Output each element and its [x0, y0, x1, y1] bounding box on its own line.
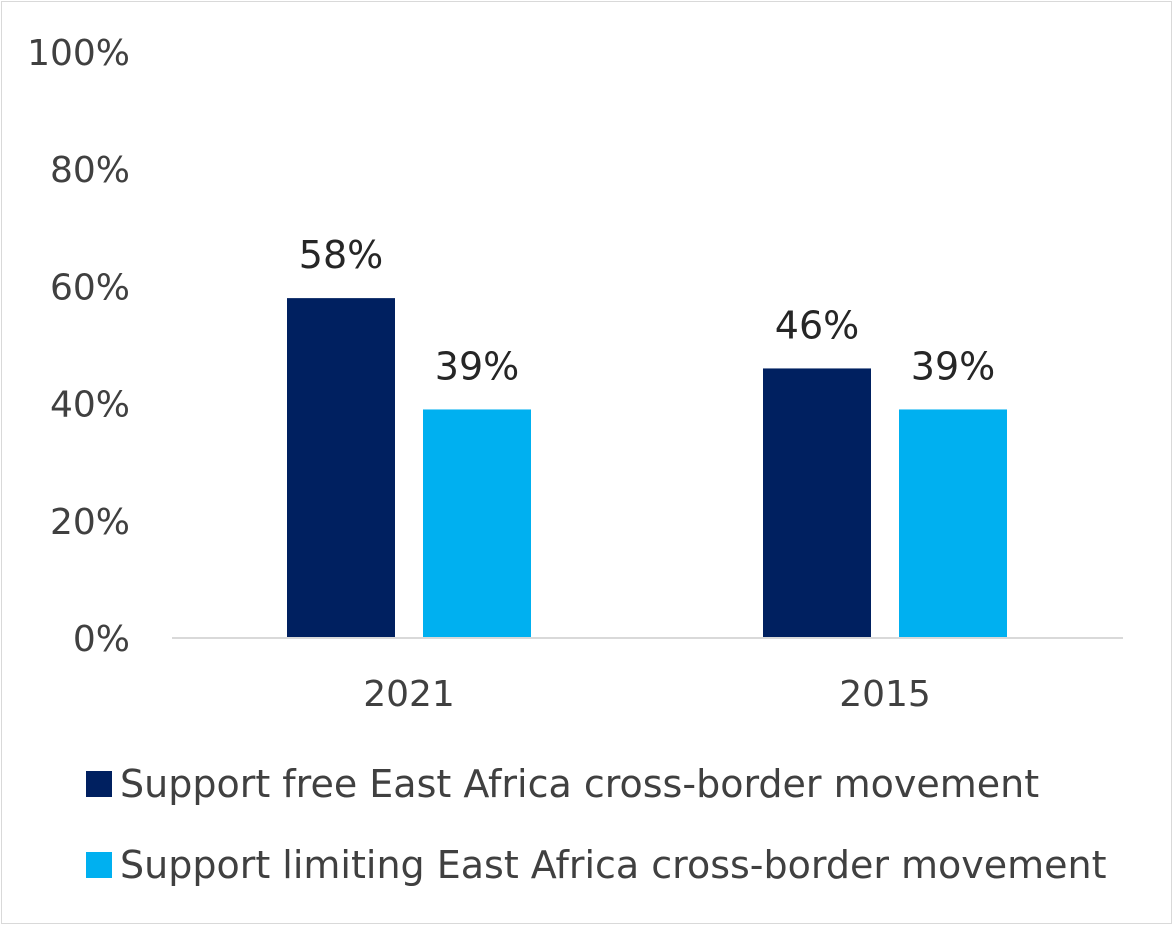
y-tick-label: 40%: [50, 385, 130, 426]
bar-chart: 0% 20% 40% 60% 80% 100% 58% 39% 46% 39% 2021 2015: [27, 33, 1123, 715]
data-label-2021-series-0: 58%: [299, 233, 383, 277]
y-tick-label: 80%: [50, 150, 130, 191]
legend-swatch-limiting: [86, 852, 112, 878]
data-labels: 58% 39% 46% 39%: [299, 233, 995, 388]
y-tick-label: 0%: [73, 619, 130, 660]
legend-label-free: Support free East Africa cross-border mo…: [120, 762, 1040, 806]
legend-item-free: Support free East Africa cross-border mo…: [86, 762, 1039, 806]
y-axis-ticks: 0% 20% 40% 60% 80% 100%: [27, 33, 130, 660]
x-tick-label-2021: 2021: [363, 674, 455, 715]
y-tick-label: 100%: [27, 33, 130, 74]
legend-swatch-free: [86, 771, 112, 797]
bar-2015-series-1: [899, 409, 1007, 638]
legend-label-limiting: Support limiting East Africa cross-borde…: [120, 843, 1107, 887]
x-tick-label-2015: 2015: [839, 674, 931, 715]
bar-2021-series-1: [423, 409, 531, 638]
y-tick-label: 60%: [50, 267, 130, 308]
x-axis-labels: 2021 2015: [363, 674, 931, 715]
bars: [287, 298, 1007, 638]
bar-2021-series-0: [287, 298, 395, 638]
legend-item-limiting: Support limiting East Africa cross-borde…: [86, 843, 1107, 887]
bar-2015-series-0: [763, 368, 871, 638]
data-label-2021-series-1: 39%: [435, 344, 519, 388]
y-tick-label: 20%: [50, 502, 130, 543]
data-label-2015-series-1: 39%: [911, 344, 995, 388]
data-label-2015-series-0: 46%: [775, 303, 859, 347]
